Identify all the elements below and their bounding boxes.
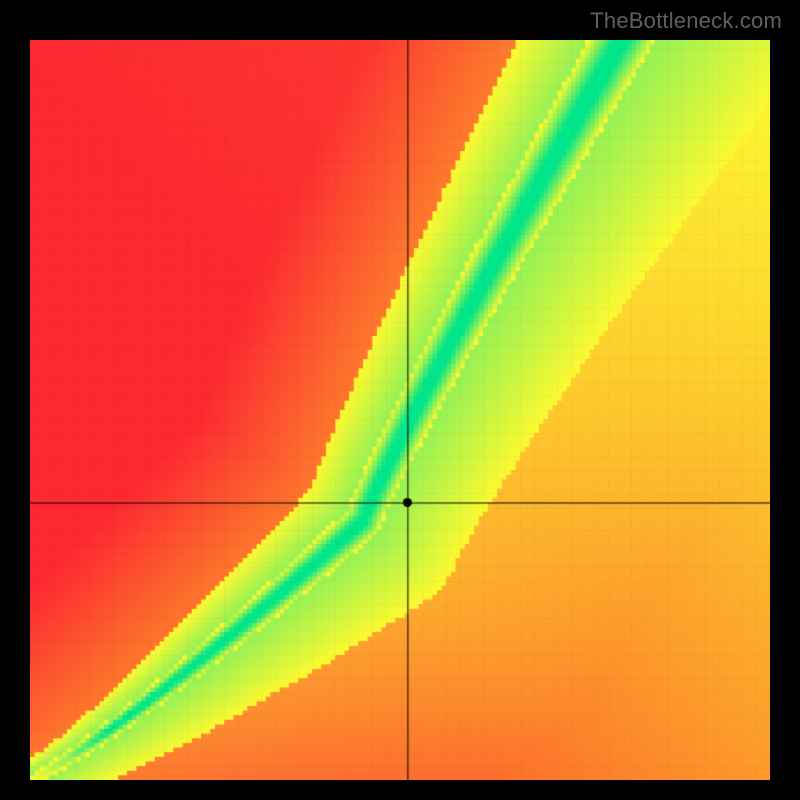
chart-frame: TheBottleneck.com (0, 0, 800, 800)
heatmap-canvas (30, 40, 770, 780)
watermark-text: TheBottleneck.com (590, 8, 782, 34)
heatmap-plot (30, 40, 770, 780)
